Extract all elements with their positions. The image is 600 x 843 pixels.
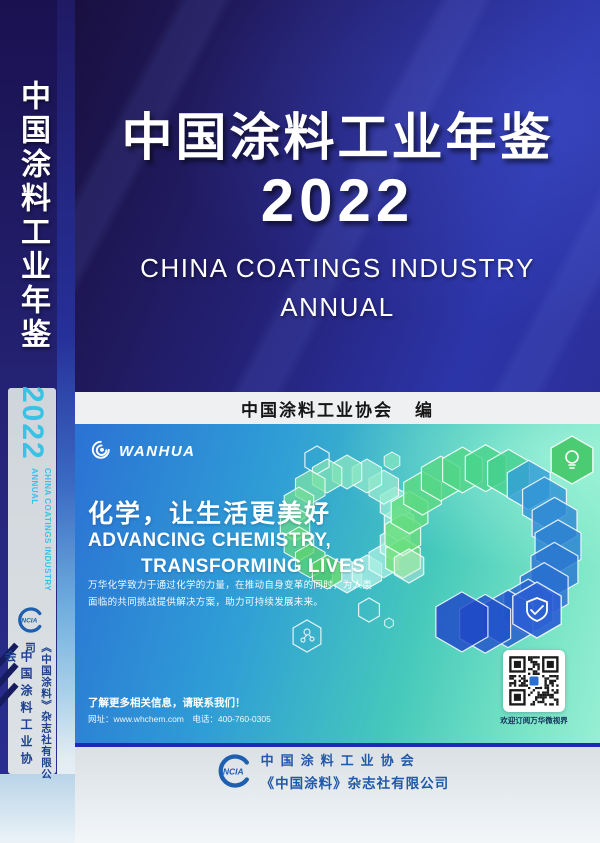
molecule-icon [300, 628, 315, 643]
spine-association-name: 中国涂料工业协会 [3, 650, 33, 769]
qr-code [509, 656, 559, 706]
ncia-ring-logo: NCIA [18, 607, 42, 633]
spine-subtitle-en-line2: ANNUAL [30, 468, 39, 505]
publisher-footer: NCIA 中国涂料工业协会 《中国涂料》杂志社有限公司 [75, 747, 600, 843]
spine-subtitle-en-line1: CHINA COATINGS INDUSTRY [43, 468, 52, 592]
banner-slogan-en-line2: TRANSFORMING LIVES [141, 556, 366, 577]
banner-body-line2: 面临的共同挑战提供解决方案，助力可持续发展未来。 [88, 597, 324, 608]
brand-logo-row: WANHUA [88, 439, 196, 463]
footer-logo-row: NCIA 中国涂料工业协会 《中国涂料》杂志社有限公司 [217, 750, 450, 792]
footer-association-name: 中国涂料工业协会 [260, 753, 421, 768]
banner-body-text: 万华化学致力于通过化学的力量，在推动自身变革的同时，为人类 面临的共同挑战提供解… [88, 577, 373, 611]
cover-year: 2022 [260, 167, 415, 234]
cover-subtitle-line1: CHINA COATINGS INDUSTRY [140, 253, 535, 283]
spine-subtitle-en: CHINA COATINGS INDUSTRY ANNUAL [10, 468, 54, 668]
brand-name: WANHUA [119, 442, 196, 460]
wanhua-swirl-icon [91, 440, 110, 459]
ncia-logo-text: NCIA [222, 766, 243, 776]
banner-contact-info: 网址：www.whchem.com 电话：400-760-0305 [88, 714, 271, 724]
spine-bottom-area [0, 774, 75, 843]
spine-fold-edge [57, 0, 75, 843]
ncia-ring-logo: NCIA [218, 754, 249, 788]
banner-slogan-en-line1: ADVANCING CHEMISTRY, [88, 530, 332, 551]
editor-band: 中国涂料工业协会 编 [75, 392, 600, 424]
lightbulb-icon [565, 450, 579, 469]
footer-publisher-name: 《中国涂料》杂志社有限公司 [260, 776, 450, 791]
banner-body-line1: 万华化学致力于通过化学的力量，在推动自身变革的同时，为人类 [88, 580, 373, 591]
cover-subtitle-line2: ANNUAL [280, 292, 395, 322]
spine-title: 中国涂料工业年鉴 [16, 80, 49, 352]
footer-text: 中国涂料工业协会 《中国涂料》杂志社有限公司 [261, 750, 450, 792]
qr-card [503, 650, 565, 712]
editor-suffix: 编 [415, 400, 434, 420]
qr-caption: 欢迎订阅万华微视界 [500, 716, 568, 725]
ncia-logo-text: NCIA [21, 618, 37, 625]
wanhua-ad-banner: WANHUA 化学，让生活更美好 ADVANCING CHEMISTRY, TR… [75, 424, 600, 746]
banner-bottom-border [75, 743, 600, 747]
spine-year: 2022 [16, 386, 49, 461]
editor-organization: 中国涂料工业协会 [241, 400, 393, 420]
banner-contact-heading: 了解更多相关信息，请联系我们！ [88, 697, 246, 709]
cover-title: 中国涂料工业年鉴 [121, 109, 554, 166]
spine: 中国涂料工业年鉴 2022 CHINA COATINGS INDUSTRY AN… [0, 0, 75, 843]
spine-light-band [8, 388, 56, 774]
hex-infinity-graphic [279, 435, 594, 654]
shield-check-icon [526, 597, 548, 622]
front-cover: 中国涂料工业年鉴 2022 CHINA COATINGS INDUSTRY AN… [75, 0, 600, 843]
banner-slogan-cn: 化学，让生活更美好 [88, 500, 332, 528]
cover-top-background [75, 0, 600, 392]
spine-publisher-name: 《中国涂料》杂志社有限公司 [24, 642, 52, 780]
